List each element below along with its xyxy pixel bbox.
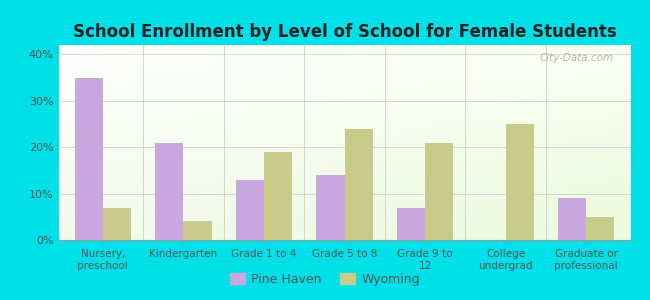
Legend: Pine Haven, Wyoming: Pine Haven, Wyoming — [225, 268, 425, 291]
Bar — [317, 175, 345, 240]
Bar — [425, 142, 453, 240]
Title: School Enrollment by Level of School for Female Students: School Enrollment by Level of School for… — [73, 23, 616, 41]
Bar — [586, 217, 614, 240]
Bar — [506, 124, 534, 240]
Bar — [103, 208, 131, 240]
Bar — [236, 180, 264, 240]
Bar — [264, 152, 292, 240]
Bar — [155, 142, 183, 240]
Bar — [344, 129, 372, 240]
Bar — [75, 77, 103, 240]
Bar — [397, 208, 425, 240]
Bar — [558, 198, 586, 240]
Bar — [183, 221, 211, 240]
Text: City-Data.com: City-Data.com — [540, 53, 614, 63]
